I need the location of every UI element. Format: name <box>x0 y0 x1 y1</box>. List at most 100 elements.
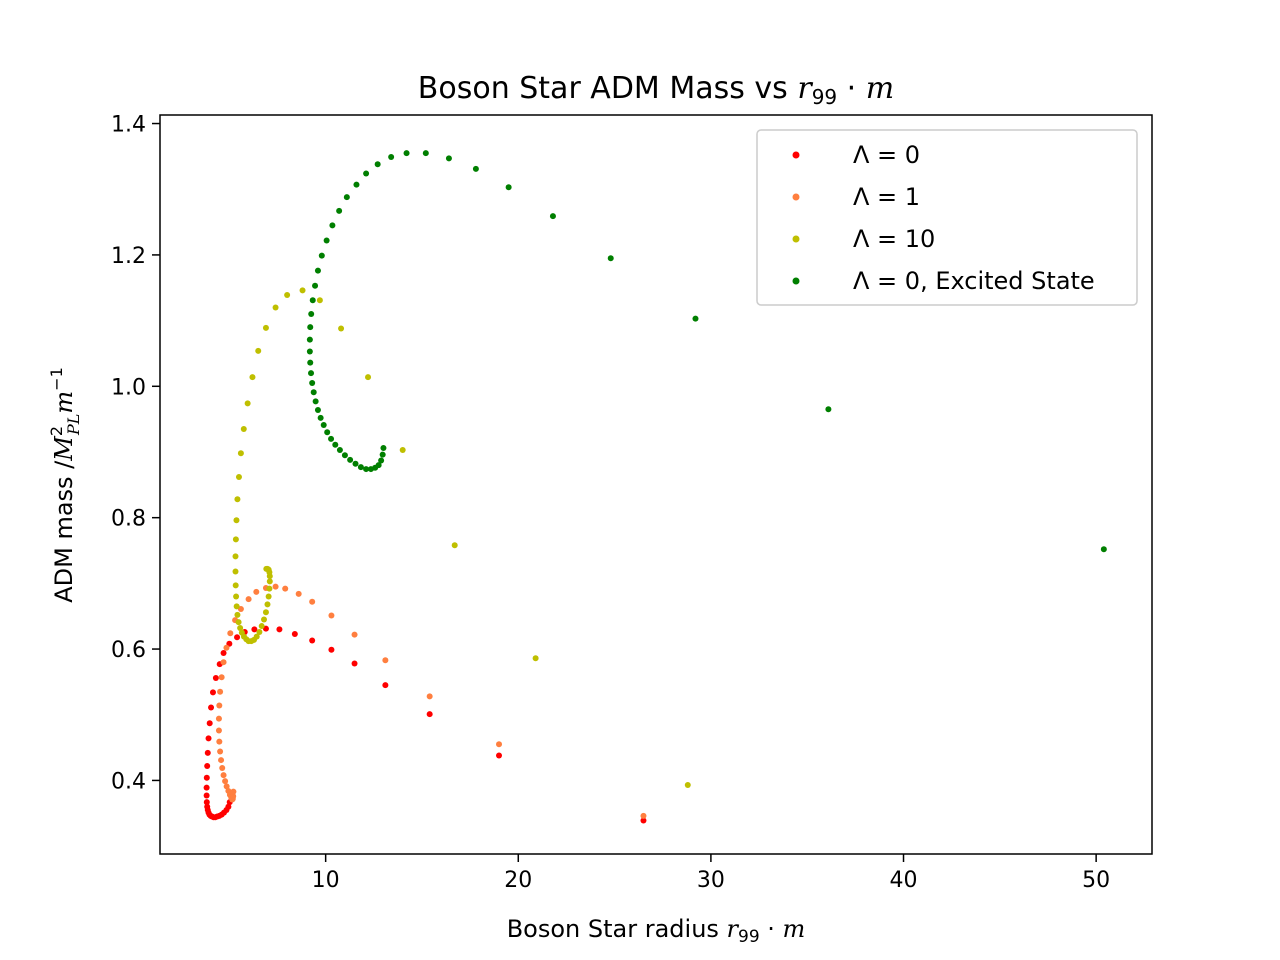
x-tick-label: 50 <box>1082 868 1110 893</box>
data-point <box>216 738 223 745</box>
data-point <box>284 291 291 298</box>
data-point <box>825 406 832 413</box>
data-point <box>351 660 358 667</box>
data-point <box>217 748 224 755</box>
data-point <box>422 150 429 157</box>
data-point <box>332 441 339 448</box>
data-point <box>234 611 241 618</box>
series-3 <box>306 150 1107 553</box>
data-point <box>338 325 345 332</box>
series-1 <box>215 583 647 819</box>
data-point <box>312 398 319 405</box>
legend-marker <box>792 151 800 159</box>
data-point <box>323 237 330 244</box>
data-point <box>234 496 241 503</box>
y-axis-label: ADM mass /M2PLm−1 <box>47 367 83 603</box>
data-point <box>309 297 316 304</box>
legend-label: Λ = 0 <box>853 141 920 169</box>
series-2 <box>232 287 691 789</box>
x-tick-label: 20 <box>504 868 532 893</box>
data-point <box>203 792 210 799</box>
data-point <box>220 649 227 656</box>
data-point <box>299 287 306 294</box>
y-tick-label: 0.8 <box>111 507 146 532</box>
data-point <box>215 727 222 734</box>
data-point <box>363 170 370 177</box>
data-point <box>204 749 211 756</box>
data-point <box>203 774 210 781</box>
data-point <box>684 782 691 789</box>
data-point <box>472 165 479 172</box>
data-point <box>206 720 213 727</box>
data-point <box>266 585 273 592</box>
data-point <box>496 752 503 759</box>
plot-frame <box>159 114 1153 855</box>
data-point <box>640 817 647 824</box>
y-tick-label: 0.6 <box>111 638 146 663</box>
legend-box <box>756 129 1138 306</box>
data-point <box>1100 546 1107 553</box>
data-point <box>307 359 314 366</box>
data-point <box>363 466 370 473</box>
data-point <box>209 689 216 696</box>
data-point <box>255 347 262 354</box>
data-point <box>233 517 240 524</box>
chart-title: Boson Star ADM Mass vs r99 · m <box>418 71 894 109</box>
data-point <box>328 646 335 653</box>
data-point <box>233 593 240 600</box>
legend-label: Λ = 1 <box>853 183 920 211</box>
data-point <box>309 380 316 387</box>
data-point <box>253 588 260 595</box>
y-tick-label: 1.0 <box>111 375 146 400</box>
data-point <box>312 282 319 289</box>
data-point <box>217 688 224 695</box>
data-point <box>336 207 343 214</box>
data-point <box>343 194 350 201</box>
data-point <box>276 626 283 633</box>
data-point <box>549 213 556 220</box>
data-point <box>258 623 265 630</box>
data-point <box>309 598 316 605</box>
data-point <box>245 596 252 603</box>
data-point <box>399 447 406 454</box>
data-point <box>262 324 269 331</box>
data-point <box>203 784 210 791</box>
legend-items: Λ = 0 Λ = 1 Λ = 10 Λ = 0, Excited State <box>792 141 1095 295</box>
data-point <box>266 578 273 585</box>
data-point <box>308 311 315 318</box>
data-point <box>272 304 279 311</box>
data-point <box>222 778 229 785</box>
data-point <box>251 626 258 633</box>
data-point <box>295 590 302 597</box>
data-point <box>378 457 385 464</box>
x-tick-label: 40 <box>890 868 918 893</box>
data-point <box>232 582 239 589</box>
data-point <box>607 255 614 262</box>
data-point <box>328 435 335 442</box>
data-point <box>282 585 289 592</box>
data-point <box>380 445 387 452</box>
data-point <box>328 612 335 619</box>
data-point <box>403 150 410 157</box>
x-axis-label: Boson Star radius r99 · m <box>507 915 806 947</box>
data-point <box>264 601 271 608</box>
data-point <box>357 464 364 471</box>
y-axis-ticks: 0.4 0.6 0.8 1.0 1.2 1.4 <box>111 113 160 794</box>
data-point <box>388 154 395 161</box>
data-point <box>336 447 343 454</box>
data-point <box>351 631 358 638</box>
data-point <box>262 609 269 616</box>
data-point <box>375 462 382 469</box>
y-tick-label: 1.2 <box>111 244 146 269</box>
data-point <box>230 788 237 795</box>
data-point <box>233 603 240 610</box>
data-point <box>347 456 354 463</box>
x-tick-label: 10 <box>312 868 340 893</box>
data-point <box>232 536 239 543</box>
data-point <box>365 374 372 381</box>
data-point <box>218 757 225 764</box>
data-point <box>316 297 323 304</box>
data-point <box>505 184 512 191</box>
data-point <box>272 583 279 590</box>
data-point <box>265 593 272 600</box>
